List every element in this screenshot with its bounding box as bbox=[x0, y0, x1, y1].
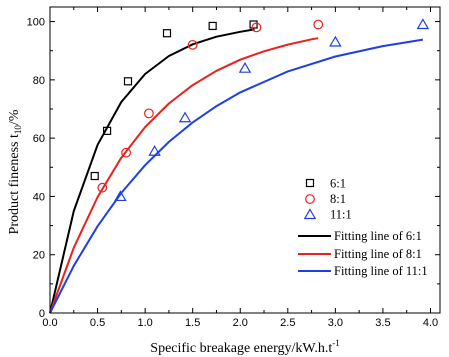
legend-item-fit-8-1: Fitting line of 8:1 bbox=[298, 247, 422, 261]
x-tick-label: 2.5 bbox=[280, 317, 295, 329]
data-point-circle bbox=[121, 147, 131, 158]
legend-item-fit-11-1: Fitting line of 11:1 bbox=[298, 264, 428, 278]
plot-axes bbox=[49, 6, 441, 314]
fit-lines bbox=[49, 28, 424, 314]
circle-marker-icon bbox=[305, 194, 315, 204]
x-tick-label: 2.0 bbox=[233, 317, 248, 329]
legend-item-11-1: 11:1 bbox=[303, 208, 352, 222]
y-tick-label: 40 bbox=[33, 191, 45, 203]
data-point-circle bbox=[251, 22, 262, 33]
data-point-circle bbox=[313, 19, 324, 30]
x-tick-label: 4.0 bbox=[423, 317, 438, 329]
data-point-square bbox=[249, 20, 258, 29]
y-tick-label: 100 bbox=[27, 17, 45, 29]
data-point-triangle bbox=[238, 62, 252, 73]
data-point-triangle bbox=[148, 145, 161, 156]
data-point-square bbox=[123, 77, 133, 86]
data-point-circle bbox=[97, 182, 108, 193]
data-point-triangle bbox=[416, 18, 430, 30]
x-tick-label: 0.5 bbox=[90, 317, 105, 329]
legend-item-8-1: 8:1 bbox=[305, 192, 346, 206]
y-tick-label: 20 bbox=[33, 250, 45, 262]
legend-item-6-1: 6:1 bbox=[305, 177, 346, 191]
legend-label-6-1: 6:1 bbox=[330, 177, 346, 191]
y-tick-label: 0 bbox=[39, 308, 45, 320]
plot-frame bbox=[49, 6, 441, 314]
legend-label-fit-8-1: Fitting line of 8:1 bbox=[334, 247, 422, 261]
data-point-triangle bbox=[114, 190, 127, 202]
x-axis-ticks: 0.0 0.5 1.0 1.5 2.0 2.5 3.0 3.5 4.0 bbox=[42, 7, 438, 329]
legend-item-fit-6-1: Fitting line of 6:1 bbox=[298, 229, 422, 243]
x-tick-label: 1.0 bbox=[137, 317, 152, 329]
data-point-square bbox=[162, 29, 172, 38]
data-point-square bbox=[208, 21, 217, 31]
fit-line-2 bbox=[49, 38, 424, 314]
triangle-marker-icon bbox=[303, 208, 317, 220]
data-point-triangle bbox=[178, 111, 192, 123]
y-axis-ticks: 0 20 40 60 80 100 bbox=[27, 17, 440, 320]
data-points bbox=[90, 18, 430, 202]
x-tick-label: 1.5 bbox=[185, 317, 200, 329]
fit-line-0 bbox=[49, 28, 255, 314]
legend-label-8-1: 8:1 bbox=[330, 192, 346, 206]
data-point-triangle bbox=[329, 35, 342, 47]
data-point-circle bbox=[187, 39, 198, 50]
legend: 6:1 8:1 11:1 Fitting line of 6:1 Fitting… bbox=[298, 177, 428, 278]
square-marker-icon bbox=[305, 178, 315, 188]
data-point-circle bbox=[144, 108, 154, 119]
fit-line-1 bbox=[49, 37, 319, 314]
legend-label-11-1: 11:1 bbox=[330, 208, 352, 222]
legend-label-fit-6-1: Fitting line of 6:1 bbox=[334, 229, 422, 243]
x-tick-label: 3.0 bbox=[328, 317, 343, 329]
y-tick-label: 60 bbox=[33, 133, 45, 145]
x-tick-label: 3.5 bbox=[375, 317, 390, 329]
legend-label-fit-11-1: Fitting line of 11:1 bbox=[334, 264, 428, 278]
data-point-square bbox=[102, 126, 112, 135]
x-axis-label: Specific breakage energy/kW.h.t-1 bbox=[150, 338, 339, 356]
data-point-square bbox=[90, 171, 99, 181]
x-tick-label: 0.0 bbox=[42, 317, 57, 329]
y-tick-label: 80 bbox=[33, 75, 45, 87]
y-axis-label: Product fineness t10/% bbox=[7, 109, 23, 234]
